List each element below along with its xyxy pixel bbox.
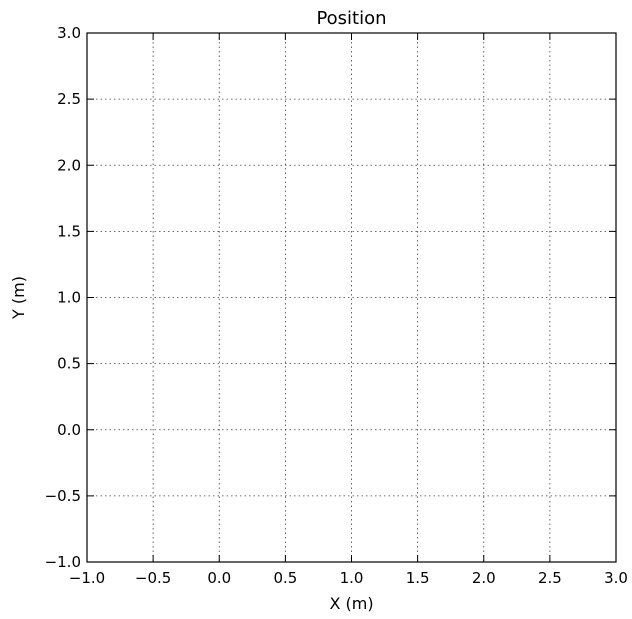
chart-title: Position (316, 8, 386, 29)
y-tick-label: 1.0 (57, 289, 81, 307)
x-tick-label: 1.5 (406, 569, 430, 587)
ticks (86, 32, 617, 563)
plot-frame (86, 32, 617, 563)
x-axis-label: X (m) (329, 594, 373, 613)
x-tick-label: 0.0 (207, 569, 231, 587)
y-axis-label: Y (m) (9, 276, 28, 320)
y-tick-label: 0.5 (57, 355, 81, 373)
x-tick-label: −1.0 (69, 569, 105, 587)
x-tick-label: −0.5 (135, 569, 171, 587)
y-tick-label: 1.5 (57, 222, 81, 240)
y-tick-label: 2.5 (57, 90, 81, 108)
y-tick-label: 3.0 (57, 24, 81, 42)
x-tick-label: 3.0 (604, 569, 628, 587)
x-tick-label: 0.5 (273, 569, 297, 587)
y-tick-label: 2.0 (57, 156, 81, 174)
y-tick-label: 0.0 (57, 421, 81, 439)
x-tick-label: 1.0 (340, 569, 364, 587)
x-tick-label: 2.0 (472, 569, 496, 587)
grid (86, 32, 617, 563)
tick-labels: −1.0 −0.5 0.0 0.5 1.0 1.5 2.0 2.5 3.0 −1.0 −0.5 0.0… (45, 24, 628, 587)
y-tick-label: −0.5 (45, 487, 81, 505)
y-tick-label: −1.0 (45, 553, 81, 571)
x-tick-label: 2.5 (538, 569, 562, 587)
